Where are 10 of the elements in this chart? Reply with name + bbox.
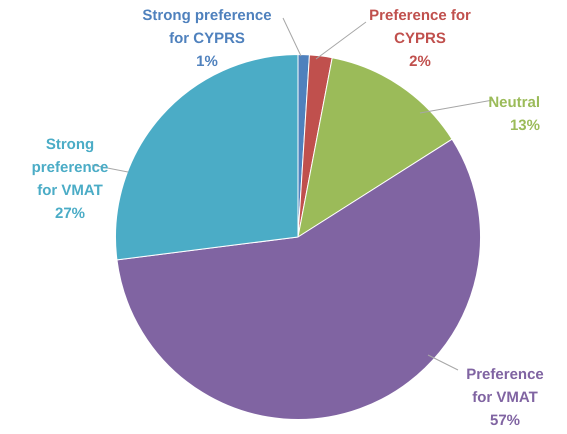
data-label: 2% — [409, 53, 431, 70]
slice-label: Strong preference for CYPRS — [142, 7, 272, 48]
data-label: 13% — [510, 117, 540, 134]
slice-label: Strong preference for VMAT — [32, 136, 108, 200]
data-label: 57% — [490, 412, 520, 430]
data-label: 27% — [54, 205, 86, 222]
slice-label: Preference for VMAT — [466, 366, 544, 406]
slice-label: Neutral — [488, 94, 540, 112]
data-label: 1% — [196, 53, 218, 70]
slice-label: Preference for CYPRS — [369, 7, 472, 48]
